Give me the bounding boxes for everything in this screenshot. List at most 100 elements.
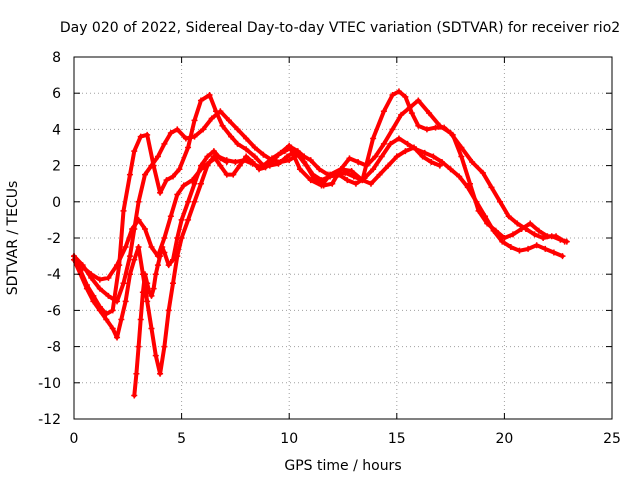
data-point bbox=[548, 233, 555, 240]
series-track-3 bbox=[71, 135, 566, 283]
data-point bbox=[109, 325, 116, 332]
data-point bbox=[243, 135, 250, 142]
data-point bbox=[367, 180, 374, 187]
data-point bbox=[137, 133, 144, 140]
data-point bbox=[301, 158, 308, 165]
y-tick-label: -12 bbox=[38, 412, 61, 428]
data-point bbox=[505, 213, 512, 220]
data-point bbox=[114, 298, 121, 305]
data-point bbox=[378, 153, 385, 160]
data-point bbox=[135, 198, 142, 205]
y-tick-label: -8 bbox=[47, 340, 61, 356]
data-point bbox=[126, 253, 133, 260]
data-point bbox=[131, 256, 138, 263]
data-point bbox=[154, 262, 161, 269]
y-tick-label: -10 bbox=[38, 376, 61, 392]
data-point bbox=[90, 298, 97, 305]
data-point bbox=[404, 140, 411, 147]
data-point bbox=[316, 166, 323, 173]
data-point bbox=[154, 153, 161, 160]
data-point bbox=[380, 108, 387, 115]
data-point bbox=[286, 157, 293, 164]
data-point bbox=[363, 162, 370, 169]
data-point bbox=[490, 227, 497, 234]
data-point bbox=[510, 231, 517, 238]
data-point bbox=[131, 392, 138, 399]
data-point bbox=[415, 97, 422, 104]
data-point bbox=[398, 111, 405, 118]
data-point bbox=[497, 198, 504, 205]
data-point bbox=[105, 292, 112, 299]
data-point bbox=[137, 316, 144, 323]
data-point bbox=[249, 158, 256, 165]
y-tick-label: -6 bbox=[47, 303, 61, 319]
y-tick-label: 6 bbox=[52, 86, 61, 102]
data-point bbox=[144, 131, 151, 138]
data-point bbox=[146, 289, 153, 296]
data-point bbox=[395, 135, 402, 142]
data-point bbox=[402, 148, 409, 155]
data-point bbox=[438, 158, 445, 165]
data-point bbox=[197, 162, 204, 169]
data-point bbox=[135, 244, 142, 251]
data-point bbox=[288, 144, 295, 151]
data-point bbox=[234, 140, 241, 147]
data-point bbox=[217, 162, 224, 169]
y-tick-label: -4 bbox=[47, 267, 61, 283]
data-point bbox=[324, 171, 331, 178]
data-point bbox=[148, 325, 155, 332]
data-point bbox=[225, 117, 232, 124]
y-tick-label: 2 bbox=[52, 159, 61, 175]
data-point bbox=[148, 244, 155, 251]
data-point bbox=[103, 316, 110, 323]
data-point bbox=[563, 238, 570, 245]
data-point bbox=[79, 263, 86, 270]
data-point bbox=[167, 130, 174, 137]
data-point bbox=[458, 153, 465, 160]
data-point bbox=[148, 292, 155, 299]
data-point bbox=[423, 126, 430, 133]
data-point bbox=[210, 148, 217, 155]
x-tick-label: 10 bbox=[280, 431, 298, 447]
data-point bbox=[96, 307, 103, 314]
data-point bbox=[372, 153, 379, 160]
data-point bbox=[135, 343, 142, 350]
data-point bbox=[408, 110, 415, 117]
data-point bbox=[479, 169, 486, 176]
data-point bbox=[133, 370, 140, 377]
data-point bbox=[243, 146, 250, 153]
data-point bbox=[191, 133, 198, 140]
data-point bbox=[219, 122, 226, 129]
data-point bbox=[210, 153, 217, 160]
data-point bbox=[395, 88, 402, 95]
data-point bbox=[105, 274, 112, 281]
y-tick-label: -2 bbox=[47, 231, 61, 247]
data-point bbox=[122, 244, 129, 251]
data-point bbox=[284, 153, 291, 160]
data-point bbox=[157, 370, 164, 377]
data-point bbox=[550, 249, 557, 256]
data-point bbox=[120, 207, 127, 214]
chart-title: Day 020 of 2022, Sidereal Day-to-day VTE… bbox=[60, 20, 620, 36]
data-point bbox=[516, 247, 523, 254]
data-point bbox=[329, 180, 336, 187]
data-point bbox=[228, 133, 235, 140]
data-point bbox=[262, 164, 269, 171]
data-point bbox=[380, 140, 387, 147]
data-point bbox=[415, 122, 422, 129]
data-point bbox=[359, 177, 366, 184]
data-point bbox=[96, 276, 103, 283]
data-point bbox=[527, 220, 534, 227]
data-point bbox=[142, 271, 149, 278]
axis-ticks: 0 5 10 15 20 25 -12 -10 -8 -6 -4 -2 0 2 4 6 8 bbox=[38, 50, 621, 447]
data-point bbox=[421, 149, 428, 156]
data-point bbox=[122, 298, 129, 305]
data-point bbox=[436, 162, 443, 169]
series-line bbox=[72, 136, 565, 282]
data-point bbox=[120, 280, 127, 287]
data-point bbox=[139, 289, 146, 296]
gridlines bbox=[74, 57, 612, 419]
data-point bbox=[144, 298, 151, 305]
data-point bbox=[185, 198, 192, 205]
y-tick-label: 8 bbox=[52, 50, 61, 66]
